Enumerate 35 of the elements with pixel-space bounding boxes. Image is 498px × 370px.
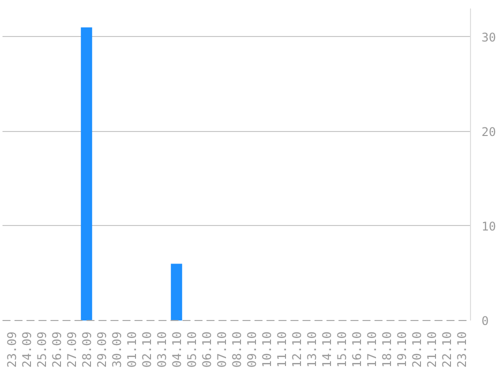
x-tick-label: 01.10 (125, 332, 139, 368)
x-tick-label: 25.09 (35, 332, 49, 368)
x-tick-label: 02.10 (140, 332, 154, 368)
x-tick-label: 09.10 (245, 332, 259, 368)
x-tick-label: 03.10 (155, 332, 169, 368)
x-tick-label: 07.10 (215, 332, 229, 368)
x-tick-label: 11.10 (275, 332, 289, 368)
x-tick-label: 18.10 (380, 332, 394, 368)
x-tick-label: 14.10 (320, 332, 334, 368)
y-tick-label: 30 (482, 30, 496, 44)
x-tick-label: 21.10 (425, 332, 439, 368)
x-tick-label: 16.10 (350, 332, 364, 368)
x-tick-label: 10.10 (260, 332, 274, 368)
x-tick-label: 28.09 (80, 332, 94, 368)
x-tick-label: 05.10 (185, 332, 199, 368)
x-tick-label: 27.09 (65, 332, 79, 368)
x-tick-label: 26.09 (50, 332, 64, 368)
x-tick-label: 20.10 (410, 332, 424, 368)
x-tick-label: 30.09 (110, 332, 124, 368)
x-tick-label: 15.10 (335, 332, 349, 368)
x-tick-label: 06.10 (200, 332, 214, 368)
x-tick-label: 24.09 (20, 332, 34, 368)
x-tick-label: 12.10 (290, 332, 304, 368)
x-tick-label: 17.10 (365, 332, 379, 368)
x-tick-label: 23.10 (455, 332, 469, 368)
y-tick-label: 0 (482, 314, 489, 328)
x-tick-label: 13.10 (305, 332, 319, 368)
x-tick-label: 08.10 (230, 332, 244, 368)
x-tick-label: 22.10 (440, 332, 454, 368)
x-tick-label: 19.10 (395, 332, 409, 368)
x-tick-label: 23.09 (5, 332, 19, 368)
y-tick-label: 10 (482, 219, 496, 234)
y-tick-label: 20 (482, 124, 496, 139)
x-tick-label: 04.10 (170, 332, 184, 368)
x-tick-label: 29.09 (95, 332, 109, 368)
